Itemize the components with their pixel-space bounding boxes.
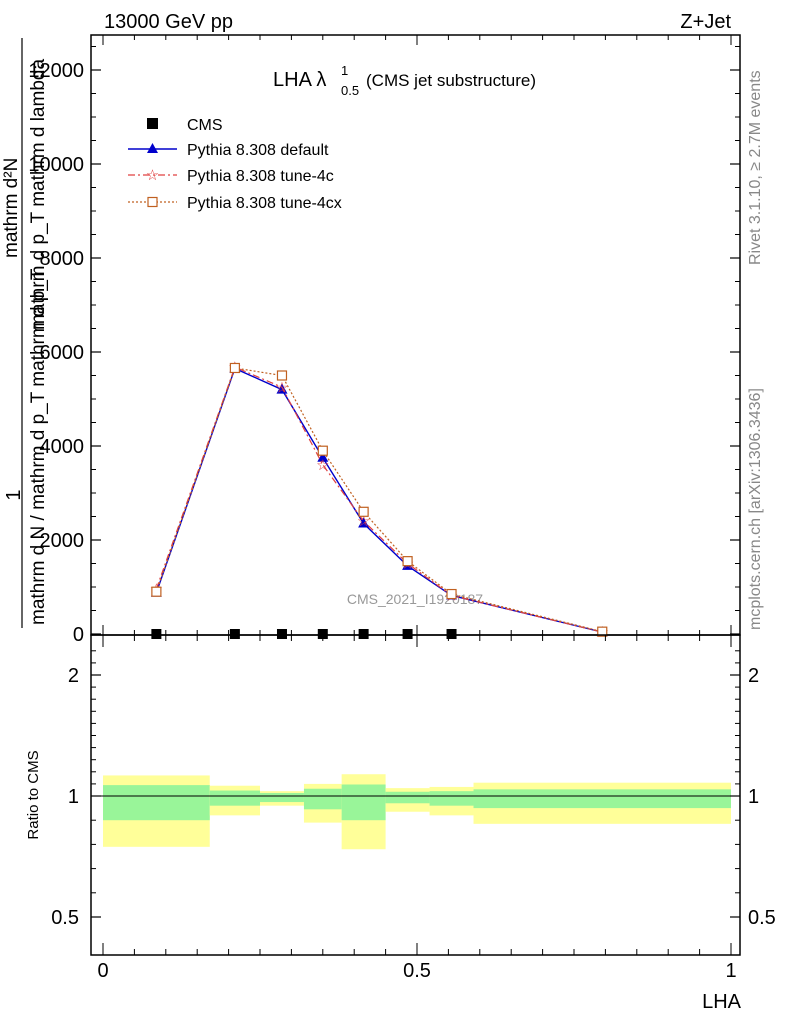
ylabel-prefix-bottom: mathrm d N / mathrm d p_T mathrm d p_T	[28, 268, 49, 625]
ratio-y-tick-label: 0.5	[51, 907, 79, 929]
data-point-cms	[446, 629, 457, 639]
rivet-label: Rivet 3.1.10, ≥ 2.7M events	[747, 70, 764, 265]
main-y-axis: 0 2000 4000 6000 8000 10000 12000	[28, 46, 740, 646]
ratio-y-tick-label: 2	[68, 665, 79, 687]
legend-marker-tune4cx	[147, 196, 158, 208]
data-point-cms	[229, 629, 240, 639]
main-y-tick-label: 4000	[40, 436, 85, 458]
series-line	[155, 366, 603, 633]
ylabel-prefix-top: 1	[3, 489, 25, 500]
ratio-band-inner	[303, 788, 342, 810]
ratio-x-axis: 0 0.5 1	[97, 635, 737, 982]
legend-label-tune4c: Pythia 8.308 tune-4c	[187, 168, 334, 185]
chart-title: LHA λ 1 0.5 (CMS jet substructure)	[273, 63, 536, 98]
ratio-y-tick-label-right: 2	[748, 665, 759, 687]
data-point-cms	[317, 629, 328, 639]
mcplots-label: mcplots.cern.ch [arXiv:1306.3436]	[747, 388, 764, 630]
ratio-band-inner	[473, 789, 731, 809]
series-0	[151, 629, 457, 639]
legend-label-cms: CMS	[187, 117, 223, 134]
legend-item-default: Pythia 8.308 default	[128, 142, 329, 159]
main-x-ticks	[102, 35, 732, 635]
data-point-triangle	[358, 517, 370, 528]
legend: CMS Pythia 8.308 default ☆ Pythia 8.308 …	[128, 117, 342, 212]
ratio-band-inner	[103, 785, 210, 821]
data-point-triangle	[317, 451, 329, 462]
data-point-cms	[276, 629, 287, 639]
ylabel-numerator: mathrm d²N	[1, 158, 22, 258]
x-tick-label: 0	[97, 960, 108, 982]
series-line	[155, 367, 603, 633]
main-y-tick-label: 6000	[40, 342, 85, 364]
main-y-tick-label: 12000	[28, 60, 84, 82]
legend-item-cms: CMS	[147, 117, 223, 134]
data-point-star: ☆	[275, 379, 288, 396]
analysis-watermark: CMS_2021_I1920187	[347, 591, 483, 607]
data-point-square	[151, 586, 162, 597]
data-point-square	[402, 556, 413, 567]
data-point-square	[317, 445, 328, 456]
data-point-cms	[358, 629, 369, 639]
data-point-triangle	[276, 383, 288, 394]
title-superscript: 1	[341, 63, 348, 78]
title-main: LHA λ	[273, 69, 326, 91]
svg-text:LHA λ: LHA λ	[273, 69, 326, 91]
ratio-y-axis: 0.5 0.5 1 1 2 2	[51, 650, 776, 929]
x-axis-label: LHA	[702, 991, 742, 1013]
ratio-bands	[103, 774, 731, 850]
data-point-square	[358, 506, 369, 517]
ratio-band-inner	[209, 790, 260, 806]
ratio-band-inner	[341, 784, 386, 821]
legend-item-tune4cx: Pythia 8.308 tune-4cx	[128, 195, 342, 212]
title-subscript: 0.5	[341, 83, 359, 98]
main-series: ☆☆☆☆☆☆☆☆	[150, 359, 609, 641]
title-suffix: (CMS jet substructure)	[366, 71, 536, 90]
ratio-band-inner	[429, 791, 474, 806]
data-point-star: ☆	[357, 513, 370, 530]
legend-marker-tune4c: ☆	[146, 167, 159, 184]
main-y-tick-label: 0	[73, 624, 84, 646]
legend-label-default: Pythia 8.308 default	[187, 142, 329, 159]
ratio-band-inner	[260, 792, 304, 803]
legend-item-tune4c: ☆ Pythia 8.308 tune-4c	[128, 167, 334, 185]
main-y-label: 1 mathrm d N / mathrm d p_T mathrm d p_T…	[1, 38, 49, 628]
ratio-y-label: Ratio to CMS	[25, 750, 42, 839]
legend-marker-default	[147, 143, 158, 153]
data-point-square	[597, 626, 608, 637]
legend-marker-cms	[147, 118, 158, 129]
ratio-y-tick-label: 1	[68, 786, 79, 808]
main-y-tick-label: 10000	[28, 154, 84, 176]
ratio-panel: 0.5 0.51 12 2 0 0.5 1 Ratio to CMS LHA	[25, 634, 776, 1013]
ratio-frame	[90, 634, 741, 956]
process-label: Z+Jet	[680, 11, 731, 33]
energy-label: 13000 GeV pp	[104, 11, 233, 33]
ratio-band-inner	[385, 791, 430, 804]
ratio-y-tick-label-right: 1	[748, 786, 759, 808]
legend-label-tune4cx: Pythia 8.308 tune-4cx	[187, 195, 342, 212]
main-y-tick-label: 8000	[40, 248, 85, 270]
data-point-cms	[402, 629, 413, 639]
ratio-y-tick-label-right: 0.5	[748, 907, 776, 929]
series-3	[151, 362, 608, 637]
data-point-square	[276, 370, 288, 381]
data-point-square	[229, 362, 240, 374]
main-y-tick-label: 2000	[40, 530, 85, 552]
data-point-square	[446, 588, 457, 600]
x-tick-label: 0.5	[403, 960, 431, 982]
x-tick-label: 1	[725, 960, 736, 982]
data-point-star: ☆	[316, 457, 329, 474]
main-panel: 0 2000 4000 6000 8000 10000 12000 CMS_2021_I19…	[1, 34, 741, 646]
data-point-cms	[151, 629, 162, 639]
ylabel-denominator: mathrm d p_T mathrm d lambda	[28, 59, 49, 330]
